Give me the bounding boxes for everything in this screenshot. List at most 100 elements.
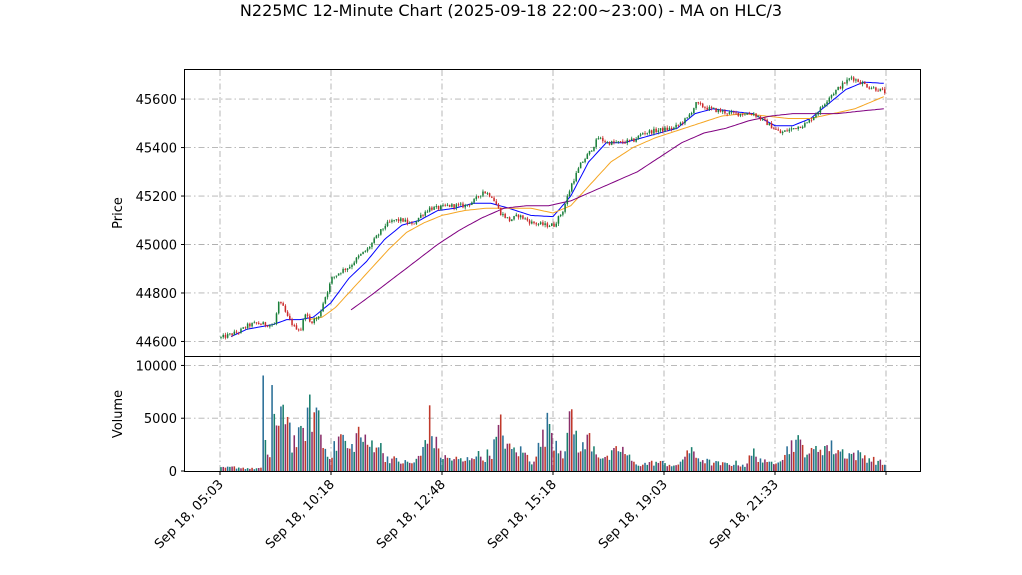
candle [508, 216, 511, 223]
candle [535, 222, 538, 227]
volume-bar [839, 451, 842, 471]
candle [613, 139, 615, 145]
candle-body [548, 226, 551, 227]
candle [495, 198, 498, 205]
candle-body [433, 206, 435, 210]
candle [420, 212, 422, 219]
candle [437, 205, 440, 211]
candle [388, 219, 391, 223]
candle-body [808, 119, 811, 123]
candle-body [777, 129, 779, 131]
candle-body [475, 196, 478, 200]
candle [240, 327, 242, 334]
candle [735, 110, 737, 115]
volume-bar [804, 457, 806, 471]
candle-body [562, 211, 564, 215]
volume-bar [411, 463, 413, 471]
volume-bar [792, 451, 795, 471]
volume-bar [684, 456, 686, 471]
volume-bar [784, 454, 786, 471]
candle-body [440, 205, 442, 210]
candle [832, 92, 835, 97]
candle [872, 86, 875, 89]
volume-bar [657, 462, 660, 471]
candle-body [484, 191, 486, 194]
candle [870, 86, 873, 90]
candle [526, 216, 529, 222]
volume-bar [393, 456, 395, 471]
candle-body [413, 223, 415, 225]
candle [773, 126, 775, 130]
volume-bar [848, 453, 851, 471]
candle [471, 201, 473, 206]
volume-bar [311, 431, 313, 471]
volume-bar [337, 436, 340, 471]
volume-bar [482, 460, 484, 471]
volume-bar [801, 444, 804, 471]
volume-bar [224, 467, 227, 471]
candle [766, 118, 768, 126]
candle [837, 86, 839, 91]
volume-bar [664, 463, 666, 471]
candle-body [544, 223, 546, 226]
volume-bar [881, 464, 884, 471]
candle-body [477, 196, 480, 198]
candle [297, 328, 300, 332]
candle [397, 217, 400, 223]
price-axis-ticks: 44600 44800 45000 45200 45400 45600 [136, 93, 185, 350]
volume-bar [622, 446, 624, 471]
volume-bar [619, 451, 622, 471]
candle-body [524, 218, 526, 220]
candle [659, 128, 662, 133]
candle-body [482, 191, 484, 196]
candle-body [315, 318, 318, 320]
candle-body [511, 219, 513, 222]
volume-bar [810, 447, 813, 471]
candle-body [322, 303, 324, 312]
candle-body [411, 223, 413, 224]
volume-bar [653, 465, 655, 471]
volume-bar [428, 405, 431, 471]
volume-bar [790, 440, 793, 471]
candle [322, 301, 324, 313]
candle [730, 109, 733, 115]
candle-body [744, 114, 746, 116]
candle-body [291, 319, 293, 326]
volume-bar [488, 455, 491, 471]
volume-bar [366, 444, 369, 471]
candle [271, 323, 273, 327]
volume-bar [537, 442, 540, 471]
volume-bar [879, 459, 882, 471]
candle [466, 204, 469, 207]
volume-bar [380, 443, 382, 471]
candle [586, 152, 589, 160]
candle-body [699, 103, 702, 105]
volume-bar [715, 461, 717, 471]
moving-average-line [350, 108, 884, 311]
candle [777, 127, 779, 131]
candle [275, 312, 278, 326]
candle-body [610, 141, 613, 145]
candle [246, 322, 249, 330]
candle [340, 272, 342, 276]
candle-body [721, 110, 724, 112]
candle-body [686, 117, 688, 119]
candle-body [724, 110, 726, 114]
candle [695, 101, 697, 110]
volume-bar [673, 465, 675, 471]
candle [753, 111, 755, 117]
volume-bar [795, 439, 797, 471]
candle-body [861, 82, 864, 85]
candle [770, 120, 773, 129]
candle [808, 119, 811, 124]
candle [679, 121, 682, 127]
volume-bar [828, 451, 831, 471]
moving-average-line [308, 96, 884, 321]
volume-bar [477, 451, 480, 471]
volume-bar [348, 448, 351, 471]
candle-body [277, 301, 280, 314]
candle-body [424, 211, 427, 216]
candle [364, 250, 367, 253]
candle-body [368, 246, 371, 249]
volume-bar [464, 460, 466, 471]
